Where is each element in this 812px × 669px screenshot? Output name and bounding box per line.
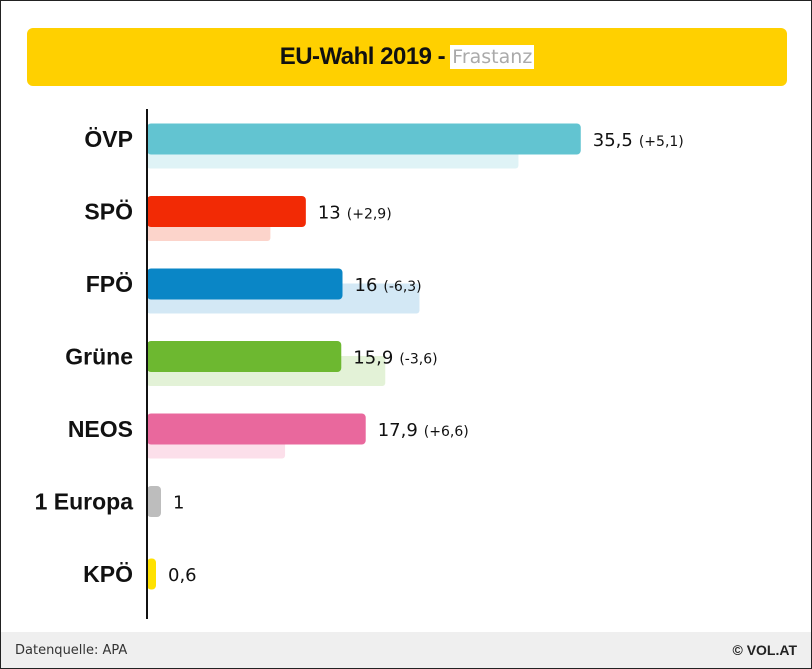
bar: [147, 123, 581, 155]
category-label: 1 Europa: [35, 489, 134, 515]
value-label: 0,6: [168, 565, 197, 586]
value-label: 1: [173, 493, 184, 514]
value-label: 15,9 (-3,6): [353, 348, 437, 369]
data-source: Datenquelle: APA: [15, 643, 128, 658]
bar: [147, 196, 306, 227]
value-label: 16 (-6,3): [355, 275, 422, 296]
category-label: Grüne: [65, 344, 133, 370]
brand-logo: © VOL.AT: [732, 642, 798, 658]
title-bar: EU-Wahl 2019 - Frastanz: [27, 28, 787, 86]
bar: [147, 268, 343, 300]
value-label: 17,9 (+6,6): [378, 420, 469, 441]
footer: Datenquelle: APA © VOL.AT: [1, 632, 811, 668]
value-label: 35,5 (+5,1): [593, 130, 684, 151]
bar: [147, 341, 342, 372]
chart-title: EU-Wahl 2019 -: [279, 43, 446, 70]
bar-chart: ÖVP 35,5 (+5,1) SPÖ 13 (+2,9) FPÖ 16 (-6,3) Grüne…: [35, 109, 684, 619]
value-label: 13 (+2,9): [318, 203, 392, 224]
category-label: NEOS: [68, 416, 133, 442]
category-label: KPÖ: [83, 561, 133, 587]
category-label: FPÖ: [86, 271, 133, 297]
category-label: SPÖ: [84, 199, 133, 225]
bar: [147, 486, 161, 517]
bar: [147, 413, 366, 445]
category-label: ÖVP: [84, 126, 133, 152]
chart-subtitle: Frastanz: [450, 45, 535, 69]
bar: [147, 558, 156, 590]
